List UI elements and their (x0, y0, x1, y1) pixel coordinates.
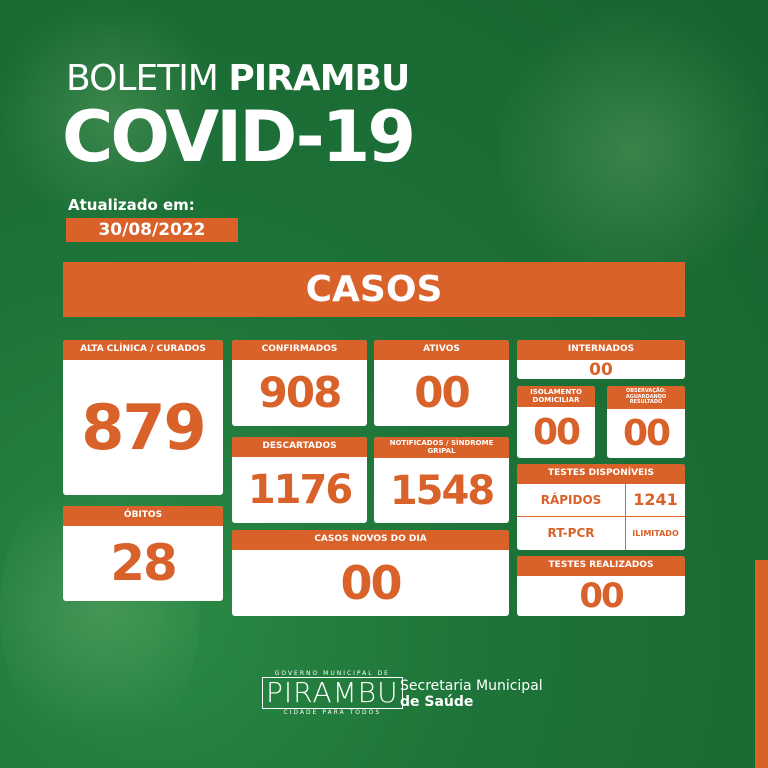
logo-bottom: CIDADE PARA TODOS (283, 709, 382, 716)
card-value: 1548 (389, 467, 495, 514)
card-value: 908 (258, 368, 343, 418)
card-label: DESCARTADOS (232, 437, 367, 457)
card-label: OBSERVAÇÃO: AGUARDANDO RESULTADO (607, 386, 685, 409)
card-value: 00 (532, 412, 581, 454)
subtitle: COVID-19 (62, 96, 416, 178)
sec-line1: Secretaria Municipal (400, 678, 543, 694)
card-obitos: ÓBITOS 28 (63, 506, 223, 601)
testes-table: RÁPIDOS 1241 RT-PCR ILIMITADO (517, 483, 685, 550)
title-light: BOLETIM (66, 58, 219, 99)
card-value: 28 (110, 534, 178, 593)
card-value: 00 (414, 368, 470, 418)
card-label: ATIVOS (374, 340, 509, 360)
card-confirmados: CONFIRMADOS 908 (232, 340, 367, 426)
virus-decoration (500, 0, 768, 300)
rtpcr-label: RT-PCR (517, 516, 627, 550)
card-value: 1176 (247, 466, 353, 513)
card-value: 00 (340, 555, 402, 610)
rapidos-value: 1241 (626, 484, 685, 517)
card-descartados: DESCARTADOS 1176 (232, 437, 367, 523)
card-observacao: OBSERVAÇÃO: AGUARDANDO RESULTADO 00 (607, 386, 685, 458)
card-label: TESTES REALIZADOS (517, 556, 685, 576)
card-testes-disponiveis: TESTES DISPONÍVEIS RÁPIDOS 1241 RT-PCR I… (517, 464, 685, 550)
card-value: 879 (81, 390, 206, 464)
card-label: INTERNADOS (517, 340, 685, 360)
card-label: NOTIFICADOS / SÍNDROME GRIPAL (374, 437, 509, 459)
title-bold: PIRAMBU (228, 58, 410, 99)
card-isolamento: ISOLAMENTO DOMICILIAR 00 (517, 386, 595, 458)
virus-decoration (0, 460, 200, 760)
pirambu-logo: GOVERNO MUNICIPAL DE PIRAMBU CIDADE PARA… (262, 670, 403, 716)
updated-label: Atualizado em: (68, 196, 195, 214)
casos-banner: CASOS (63, 262, 685, 317)
card-value: 00 (589, 359, 613, 379)
card-notificados: NOTIFICADOS / SÍNDROME GRIPAL 1548 (374, 437, 509, 523)
card-ativos: ATIVOS 00 (374, 340, 509, 426)
logo-top: GOVERNO MUNICIPAL DE (274, 670, 390, 677)
rtpcr-value: ILIMITADO (632, 528, 679, 538)
card-label: ALTA CLÍNICA / CURADOS (63, 340, 223, 360)
card-value: 00 (579, 575, 624, 616)
card-label: ISOLAMENTO DOMICILIAR (517, 386, 595, 408)
orange-strip (755, 560, 768, 768)
card-label: TESTES DISPONÍVEIS (517, 464, 685, 484)
sec-line2: de Saúde (400, 694, 474, 710)
card-alta: ALTA CLÍNICA / CURADOS 879 (63, 340, 223, 495)
rapidos-label: RÁPIDOS (517, 483, 627, 517)
card-casos-novos: CASOS NOVOS DO DIA 00 (232, 530, 509, 616)
card-internados: INTERNADOS 00 (517, 340, 685, 379)
card-testes-realizados: TESTES REALIZADOS 00 (517, 556, 685, 616)
updated-date: 30/08/2022 (66, 218, 238, 242)
card-label: ÓBITOS (63, 506, 223, 526)
secretaria: Secretaria Municipal de Saúde (400, 678, 543, 710)
card-value: 00 (622, 412, 671, 454)
card-label: CASOS NOVOS DO DIA (232, 530, 509, 550)
logo-name: PIRAMBU (262, 677, 403, 709)
title: BOLETIM PIRAMBU (66, 58, 410, 99)
virus-decoration (0, 0, 220, 230)
card-label: CONFIRMADOS (232, 340, 367, 360)
